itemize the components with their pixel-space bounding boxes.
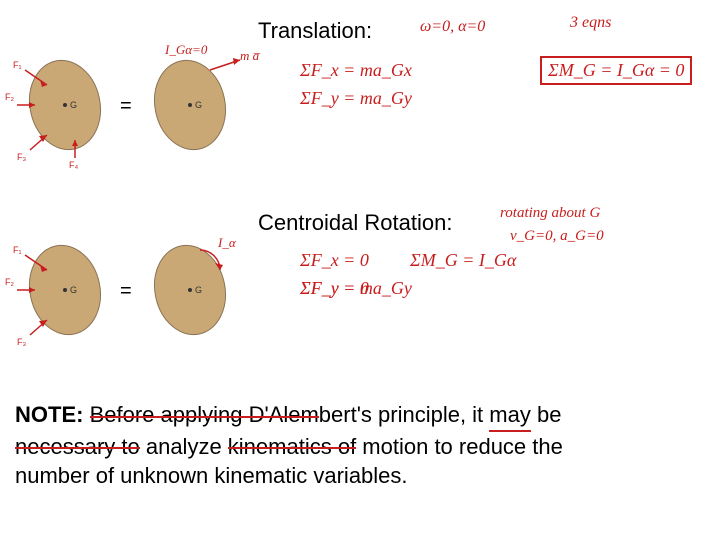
f1-label-r: F₁ — [13, 245, 22, 255]
f1-label: F₁ — [13, 60, 22, 70]
hw-mg-box: ΣM_G = I_Gα = 0 — [540, 56, 692, 85]
note-2d: motion to reduce the — [356, 434, 563, 459]
f3-label: F₃ — [17, 152, 26, 162]
note-bold: NOTE: — [15, 402, 83, 427]
f4-label: F₄ — [69, 160, 78, 170]
g-label-1: G — [70, 100, 77, 110]
g-label-2: G — [195, 100, 202, 110]
note-may: may — [489, 400, 531, 432]
hw-ia-zero: I_Gα=0 — [165, 42, 207, 58]
g-label-3: G — [70, 285, 77, 295]
hw-fx-trans: ΣF_x = ma_Gx — [300, 60, 412, 81]
note-1c: be — [531, 402, 562, 427]
centroidal-title: Centroidal Rotation: — [258, 210, 452, 236]
hw-mg-rot: ΣM_G = I_Gα — [410, 250, 516, 271]
note-strike-2: necessary to — [15, 434, 140, 459]
hw-fy-rot2: ΣF_y = 0 — [300, 278, 369, 299]
hw-fy-trans: ΣF_y = ma_Gy — [300, 88, 412, 109]
note-strike-1: Before applying D'Alem — [90, 402, 319, 427]
f2-label: F₂ — [5, 92, 14, 102]
hw-3eqns: 3 eqns — [570, 14, 611, 32]
g-label-4: G — [195, 285, 202, 295]
note-2b: analyze — [140, 434, 228, 459]
hw-ia-label: I_α — [218, 235, 236, 251]
note-strike-3: kinematics of — [228, 434, 356, 459]
translation-diagram: G F₁ F₂ F₃ F₄ = G — [5, 40, 265, 170]
hw-ma: m a̅ — [240, 48, 259, 64]
hw-rot-kin: v_G=0, a_G=0 — [510, 228, 604, 245]
equals-2: = — [120, 280, 132, 302]
f2-label-r: F₂ — [5, 277, 14, 287]
note-1b: bert's principle, it — [319, 402, 490, 427]
hw-trans-cond: ω=0, α=0 — [420, 18, 485, 36]
f3-label-r: F₃ — [17, 337, 26, 347]
note-3: number of unknown kinematic variables. — [15, 463, 408, 488]
note-paragraph: NOTE: Before applying D'Alembert's princ… — [15, 400, 695, 491]
hw-rot-cond: rotating about G — [500, 205, 600, 222]
equals-1: = — [120, 95, 132, 117]
hw-fx-rot: ΣF_x = 0 — [300, 250, 369, 271]
translation-title: Translation: — [258, 18, 372, 44]
